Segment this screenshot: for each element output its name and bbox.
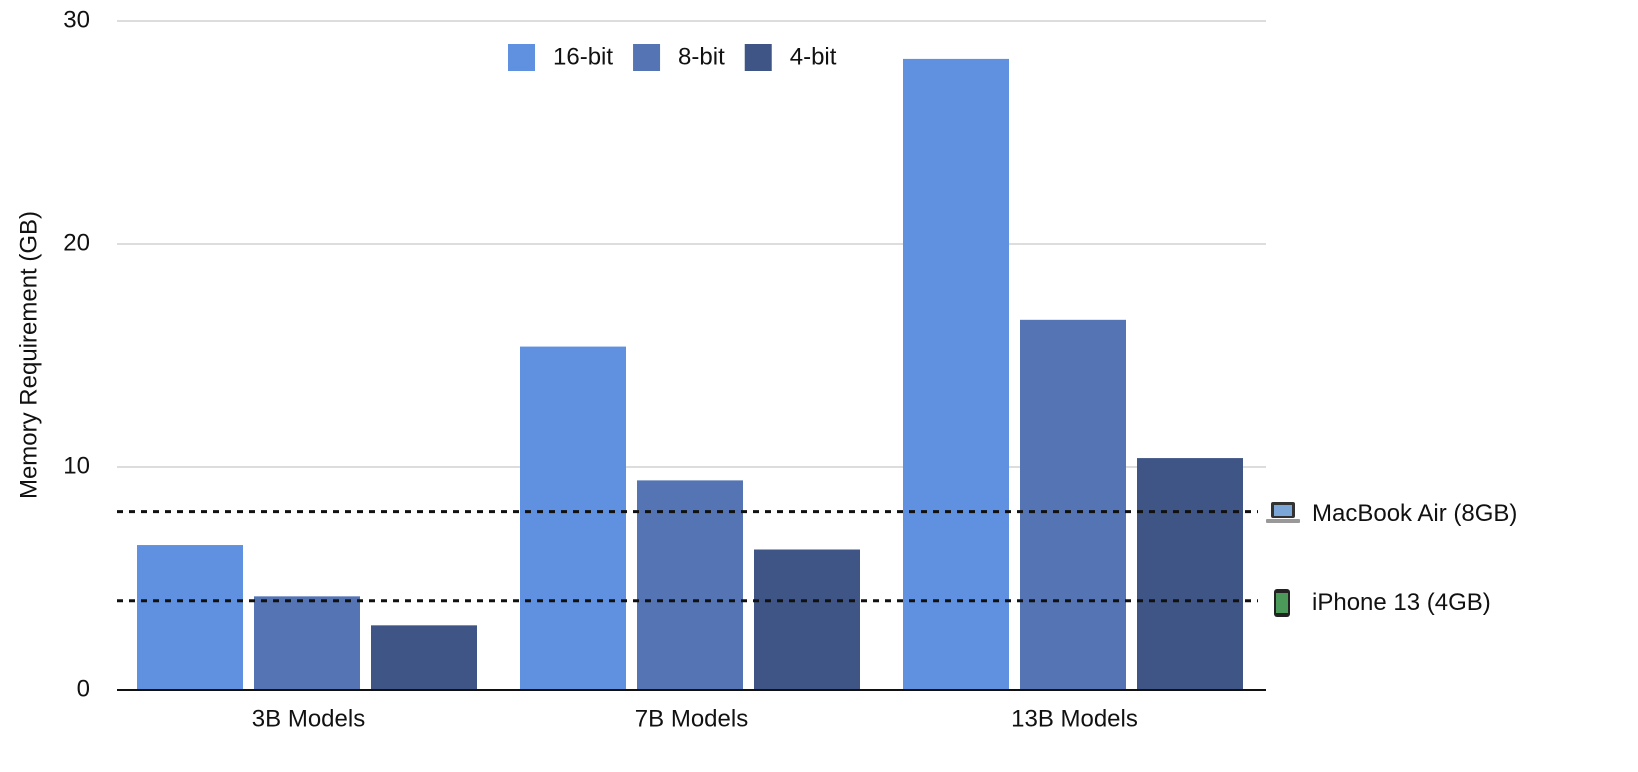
x-tick-label: 13B Models — [1011, 705, 1138, 732]
bar — [520, 346, 626, 690]
bar — [371, 625, 477, 690]
x-tick-label: 3B Models — [252, 705, 365, 732]
legend-label: 8-bit — [678, 43, 725, 70]
legend-swatch — [744, 44, 772, 71]
x-tick-label: 7B Models — [635, 705, 748, 732]
bar — [137, 545, 243, 690]
y-tick-label: 30 — [63, 6, 90, 33]
bar — [1020, 319, 1126, 690]
legend-swatch — [633, 44, 661, 71]
reference-label: MacBook Air (8GB) — [1312, 500, 1517, 527]
bar — [254, 596, 360, 690]
y-tick-label: 20 — [63, 229, 90, 256]
legend-swatch — [508, 44, 535, 71]
y-tick-label: 10 — [63, 452, 90, 479]
laptop-icon — [1266, 502, 1300, 523]
bar — [754, 549, 860, 690]
legend-label: 16-bit — [553, 43, 613, 70]
y-axis-label: Memory Requirement (GB) — [15, 211, 42, 499]
legend-label: 4-bit — [790, 43, 837, 70]
phone-icon — [1274, 589, 1290, 617]
bar — [637, 480, 743, 690]
bar — [1137, 458, 1243, 690]
y-tick-label: 0 — [77, 675, 90, 702]
bar — [903, 58, 1009, 691]
reference-label: iPhone 13 (4GB) — [1312, 589, 1491, 616]
